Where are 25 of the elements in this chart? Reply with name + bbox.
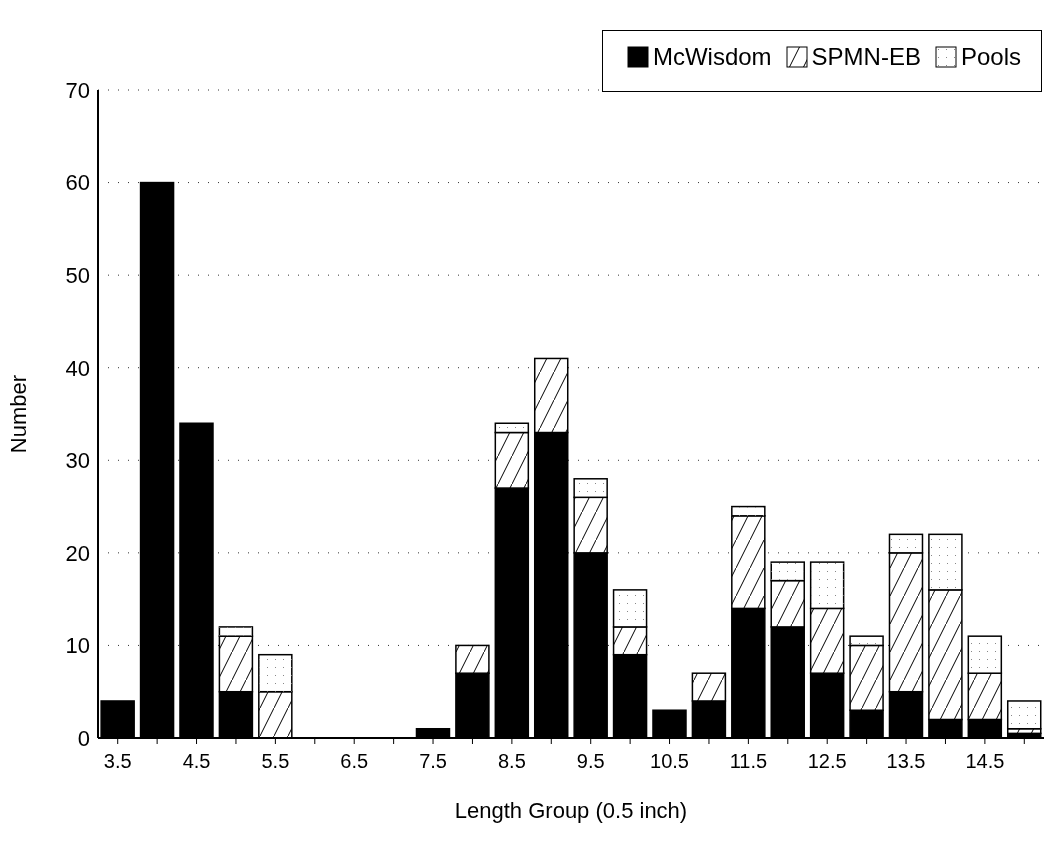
y-tick-label: 20 [65, 540, 90, 566]
y-tick-label: 30 [65, 448, 90, 474]
x-axis-title: Length Group (0.5 inch) [454, 798, 688, 823]
x-tick-label: 7.5 [419, 750, 447, 773]
legend-label: SPMN-EB [811, 43, 921, 71]
x-tick-label: 13.5 [886, 750, 926, 773]
x-tick-label: 4.5 [182, 750, 211, 773]
x-tick-label: 11.5 [729, 750, 768, 773]
x-tick-label: 14.5 [965, 750, 1005, 773]
y-tick-label: 50 [65, 262, 90, 288]
x-tick-label: 10.5 [650, 750, 690, 773]
x-tick-label: 8.5 [497, 750, 526, 773]
y-tick-label: 0 [77, 725, 90, 751]
x-tick-label: 6.5 [340, 750, 369, 773]
legend-label: Pools [960, 43, 1021, 71]
y-axis-title: Number [5, 374, 31, 454]
y-tick-label: 70 [65, 77, 90, 103]
y-tick-label: 60 [65, 170, 90, 196]
y-tick-label: 10 [65, 633, 90, 659]
legend-label: McWisdom [652, 43, 772, 71]
x-tick-label: 3.5 [103, 750, 132, 773]
x-tick-label: 5.5 [261, 750, 290, 773]
x-tick-label: 9.5 [576, 750, 605, 773]
y-tick-label: 40 [65, 355, 90, 381]
x-tick-label: 12.5 [807, 750, 847, 773]
